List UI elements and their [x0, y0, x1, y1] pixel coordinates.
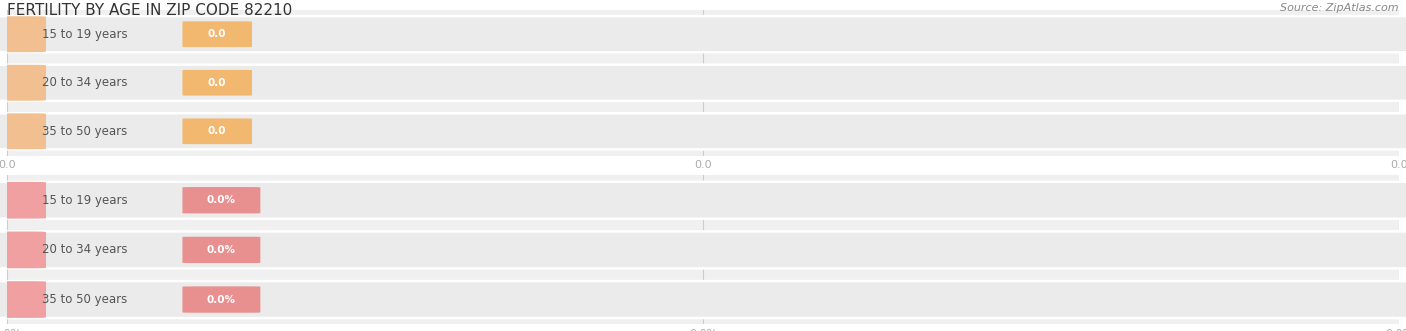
FancyBboxPatch shape	[0, 65, 46, 101]
Text: 0.0%: 0.0%	[207, 295, 236, 305]
FancyBboxPatch shape	[183, 286, 260, 313]
FancyBboxPatch shape	[0, 232, 46, 268]
FancyBboxPatch shape	[0, 113, 1406, 149]
Text: 0.0: 0.0	[208, 78, 226, 88]
FancyBboxPatch shape	[0, 182, 1406, 219]
FancyBboxPatch shape	[0, 16, 46, 52]
FancyBboxPatch shape	[183, 118, 252, 144]
Text: 35 to 50 years: 35 to 50 years	[42, 293, 127, 306]
FancyBboxPatch shape	[0, 182, 46, 219]
Text: 15 to 19 years: 15 to 19 years	[42, 28, 128, 41]
Text: Source: ZipAtlas.com: Source: ZipAtlas.com	[1281, 3, 1399, 13]
Text: FERTILITY BY AGE IN ZIP CODE 82210: FERTILITY BY AGE IN ZIP CODE 82210	[7, 3, 292, 18]
Text: 35 to 50 years: 35 to 50 years	[42, 125, 127, 138]
Text: 20 to 34 years: 20 to 34 years	[42, 76, 128, 89]
Text: 20 to 34 years: 20 to 34 years	[42, 243, 128, 257]
FancyBboxPatch shape	[0, 281, 1406, 318]
Text: 0.0%: 0.0%	[207, 195, 236, 205]
FancyBboxPatch shape	[183, 237, 260, 263]
Text: 0.0: 0.0	[208, 126, 226, 136]
Text: 0.0: 0.0	[208, 29, 226, 39]
FancyBboxPatch shape	[0, 231, 1406, 268]
FancyBboxPatch shape	[183, 21, 252, 47]
Text: 15 to 19 years: 15 to 19 years	[42, 194, 128, 207]
FancyBboxPatch shape	[183, 187, 260, 213]
Text: 0.0%: 0.0%	[207, 245, 236, 255]
FancyBboxPatch shape	[183, 70, 252, 96]
FancyBboxPatch shape	[0, 65, 1406, 101]
FancyBboxPatch shape	[0, 113, 46, 149]
FancyBboxPatch shape	[0, 281, 46, 318]
FancyBboxPatch shape	[0, 16, 1406, 52]
